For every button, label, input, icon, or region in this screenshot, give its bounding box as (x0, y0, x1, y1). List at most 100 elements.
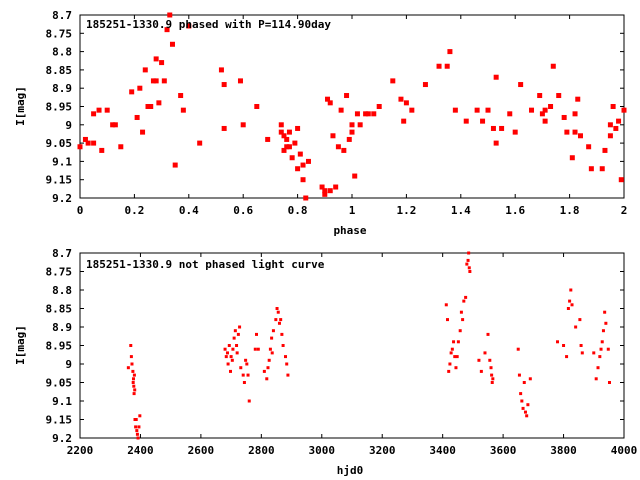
data-point (462, 299, 466, 303)
data-point (464, 295, 468, 299)
data-point (556, 93, 562, 99)
data-point (82, 136, 88, 142)
data-point (153, 78, 159, 84)
data-point (231, 347, 235, 351)
data-point (344, 93, 350, 99)
data-point (490, 373, 494, 377)
y-axis: 8.7 8.75 8.8 8.85 8.9 8.95 9 9.05 9.1 9.15 9.2 (46, 247, 624, 445)
data-point (616, 118, 622, 124)
y-tick-label: 9.1 (52, 155, 72, 168)
x-tick-label: 3800 (550, 444, 577, 457)
data-point (131, 377, 135, 381)
data-point (338, 107, 344, 113)
data-point (129, 355, 133, 359)
data-point (134, 425, 138, 429)
data-point (480, 118, 486, 124)
data-point (303, 195, 309, 201)
data-point (284, 136, 290, 142)
data-point (561, 114, 567, 120)
data-point (150, 78, 156, 84)
data-point (580, 351, 584, 355)
data-point (91, 140, 97, 146)
data-point (240, 122, 246, 128)
data-point (483, 351, 487, 355)
plot-frame (79, 14, 625, 199)
data-point (596, 366, 600, 370)
data-point (276, 310, 280, 314)
data-point (327, 188, 333, 194)
x-tick-label: 1.6 (505, 204, 525, 217)
x-tick-label: 2600 (188, 444, 215, 457)
data-point (488, 358, 492, 362)
data-point (467, 251, 471, 255)
data-point (221, 82, 227, 88)
y-axis-label: I[mag] (14, 325, 27, 365)
data-point (621, 107, 627, 113)
data-point (542, 107, 548, 113)
data-point (562, 344, 566, 347)
data-point (522, 381, 526, 384)
data-point (161, 78, 167, 84)
data-point (232, 336, 236, 340)
data-point (474, 107, 480, 113)
data-point (284, 355, 288, 359)
data-point (226, 362, 230, 366)
y-tick-label: 8.9 (52, 82, 72, 95)
x-tick-label: 4000 (611, 444, 638, 457)
data-point (586, 144, 592, 150)
y-tick-label: 9.05 (46, 137, 73, 150)
data-point (517, 373, 521, 377)
data-point (153, 56, 159, 62)
x-tick-label: 0.2 (124, 204, 144, 217)
data-point (357, 122, 363, 128)
data-point (341, 147, 347, 153)
data-point (456, 340, 460, 344)
data-point (610, 104, 616, 109)
data-point (286, 144, 292, 150)
data-point (247, 399, 251, 403)
data-point (519, 392, 523, 396)
data-point (537, 93, 543, 99)
data-point (444, 303, 448, 307)
data-point (227, 344, 231, 347)
data-point (180, 107, 186, 113)
data-point (77, 144, 83, 150)
data-point (246, 373, 250, 377)
data-point (365, 111, 371, 117)
data-point (254, 104, 260, 109)
y-tick-label: 9 (65, 119, 72, 132)
data-point (284, 144, 290, 150)
data-point (436, 63, 442, 69)
data-point (602, 147, 608, 153)
data-point (295, 166, 301, 172)
data-point (233, 329, 237, 333)
data-point (603, 310, 607, 314)
data-point (110, 122, 116, 128)
data-point (599, 166, 605, 172)
data-point (129, 344, 133, 347)
data-point (390, 78, 396, 84)
data-point (491, 377, 495, 381)
data-point (607, 122, 613, 128)
data-point (493, 74, 499, 80)
data-point (346, 136, 352, 142)
data-point (305, 158, 311, 164)
data-point (118, 144, 124, 150)
data-point (99, 147, 105, 153)
data-point (178, 93, 184, 99)
data-points (126, 251, 611, 440)
x-tick-label: 2800 (248, 444, 275, 457)
data-point (458, 329, 462, 333)
data-point (225, 351, 229, 355)
y-tick-label: 9.2 (52, 432, 72, 445)
data-point (186, 23, 192, 29)
data-point (453, 355, 457, 359)
data-point (485, 107, 491, 113)
chart-unphased: 8.7 8.75 8.8 8.85 8.9 8.95 9 9.05 9.1 9.15 9.2 220… (14, 247, 637, 477)
data-point (132, 392, 136, 396)
data-point (286, 129, 292, 135)
data-point (516, 347, 520, 351)
x-tick-label: 3400 (429, 444, 456, 457)
data-point (223, 347, 227, 351)
data-point (286, 373, 290, 377)
